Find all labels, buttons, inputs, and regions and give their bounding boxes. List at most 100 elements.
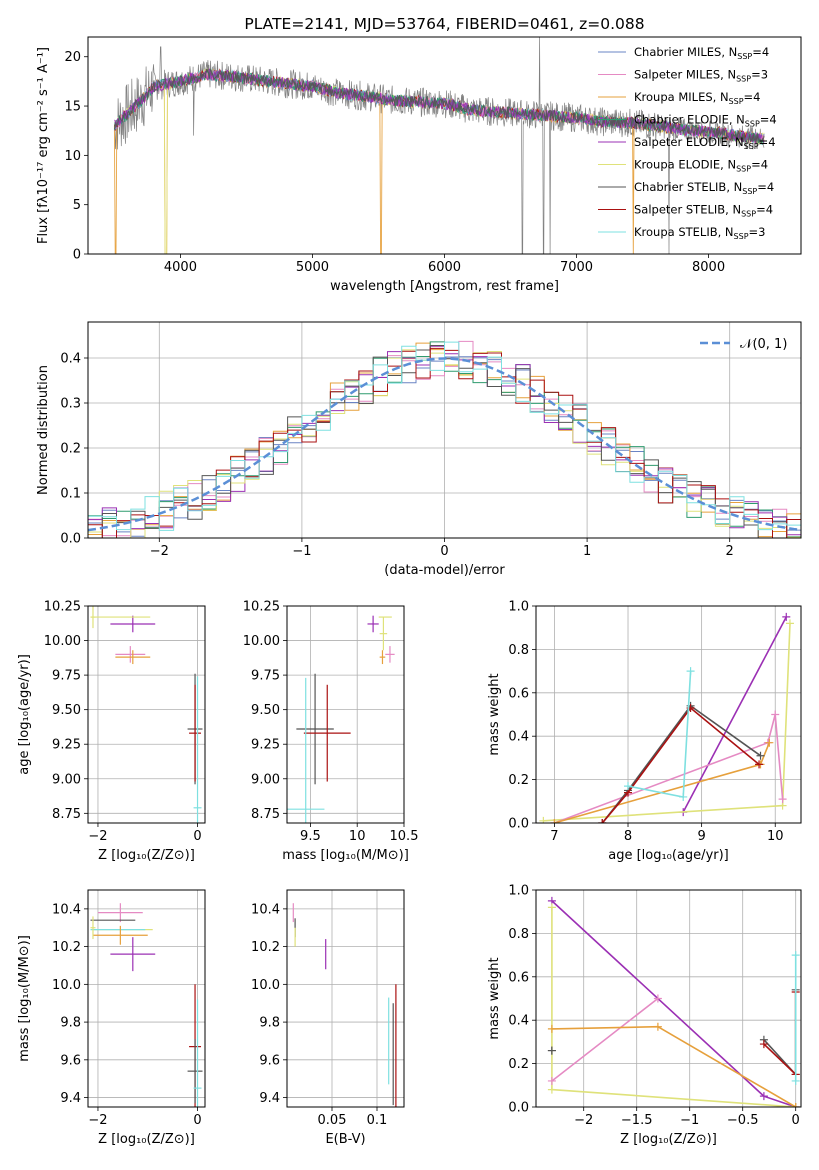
- x-tick-label: 8000: [692, 260, 725, 275]
- legend-label: Chabrier ELODIE, NSSP=4: [634, 113, 777, 129]
- x-tick-label: 0.1: [367, 1113, 388, 1128]
- legend-label: Salpeter ELODIE, NSSP=4: [634, 135, 776, 151]
- weight-marker: [771, 710, 780, 719]
- errorbar-point: [385, 646, 395, 663]
- errorbar-point: [379, 650, 386, 665]
- y-axis-label: mass weight: [487, 957, 502, 1039]
- y-axis-label: Normed distribution: [36, 365, 51, 495]
- weight-line: [551, 907, 796, 1107]
- y-tick-label: 10: [64, 149, 81, 164]
- y-tick-label: 9.50: [251, 703, 280, 718]
- y-tick-label: 9.8: [259, 1016, 280, 1031]
- y-tick-label: 10.25: [44, 600, 81, 615]
- errorbar-point: [296, 673, 334, 785]
- x-tick-label: −2: [150, 544, 169, 559]
- x-tick-label: 1: [583, 544, 591, 559]
- errorbar-points: [90, 606, 203, 823]
- errorbar-point: [303, 684, 351, 782]
- x-tick-label: −2: [574, 1113, 593, 1128]
- x-axis-label: E(B-V): [325, 1132, 365, 1147]
- y-tick-label: 8.75: [52, 807, 81, 822]
- y-tick-label: 0.4: [60, 352, 81, 367]
- y-tick-label: 0.3: [60, 397, 81, 412]
- x-tick-label: 7000: [560, 260, 593, 275]
- weight-marker: [547, 903, 556, 912]
- y-axis-label: age [log₁₀(age/yr)]: [17, 654, 32, 775]
- x-tick-label: 9.5: [300, 829, 321, 844]
- legend-label: Chabrier MILES, NSSP=4: [634, 45, 769, 61]
- errorbar-point: [379, 617, 388, 651]
- y-tick-label: 15: [64, 100, 81, 115]
- weight-line: [601, 706, 760, 823]
- x-tick-label: 0: [792, 1113, 800, 1128]
- normal-distribution-curve: [88, 357, 801, 532]
- y-tick-label: 0.0: [60, 532, 81, 547]
- weight-marker: [756, 751, 765, 760]
- y-tick-label: 20: [64, 50, 81, 65]
- x-tick-label: 0: [193, 1113, 201, 1128]
- weight-line: [763, 992, 797, 1077]
- y-tick-label: 9.75: [251, 669, 280, 684]
- axes-frame: [87, 321, 802, 539]
- errorbar-point: [90, 606, 96, 629]
- y-tick-label: 10.00: [243, 634, 280, 649]
- weight-line: [763, 989, 797, 1077]
- weight-marker: [547, 1085, 556, 1094]
- weight-marker: [791, 1103, 800, 1107]
- errorbar-point: [92, 925, 148, 945]
- y-tick-label: 10.2: [52, 940, 81, 955]
- x-tick-label: 8: [624, 829, 632, 844]
- y-tick-label: 9.4: [60, 1091, 81, 1106]
- y-axis-label: mass [log₁₀(M/M⊙)]: [17, 935, 32, 1062]
- y-tick-label: 0.2: [60, 442, 81, 457]
- y-tick-label: 10.25: [243, 600, 280, 615]
- weight-marker: [539, 816, 548, 823]
- x-tick-label: −0.5: [727, 1113, 759, 1128]
- weight-line: [554, 714, 784, 823]
- x-axis-label: Z [log₁₀(Z/Z⊙)]: [620, 1132, 717, 1147]
- axes-frame: [286, 889, 405, 1108]
- y-tick-label: 0.8: [508, 643, 529, 658]
- errorbar-points: [292, 903, 397, 1107]
- weight-marker: [791, 1076, 800, 1085]
- weight-marker: [765, 738, 774, 747]
- x-axis-label: mass [log₁₀(M/M⊙)]: [282, 848, 409, 863]
- mass-vs-Z-panel: −2 0 9.4 9.6 9.8 10.0 10.2 10.4 Z [log₁₀(Z/Z⊙)] m…: [17, 889, 206, 1147]
- x-tick-label: 5000: [296, 260, 329, 275]
- x-axis-label: Z [log₁₀(Z/Z⊙)]: [98, 1132, 195, 1147]
- x-tick-label: −1: [680, 1113, 699, 1128]
- weight-line: [601, 704, 761, 823]
- chart-title: PLATE=2141, MJD=53764, FIBERID=0461, z=0…: [244, 15, 644, 33]
- errorbar-point: [110, 937, 156, 972]
- weight-marker: [686, 667, 695, 676]
- legend-label: Salpeter STELIB, NSSP=4: [634, 203, 773, 219]
- errorbar-points: [287, 615, 395, 823]
- y-axis-label: Flux [fλ10⁻¹⁷ erg cm⁻² s⁻¹ A⁻¹]: [36, 47, 51, 244]
- y-tick-label: 0.2: [508, 1057, 529, 1072]
- age-vs-Z-panel: −2 0 8.75 9.00 9.25 9.50 9.75 10.00 10.25 Z [log₁…: [17, 600, 206, 863]
- x-tick-label: 7: [550, 829, 558, 844]
- x-tick-label: 0.05: [318, 1113, 347, 1128]
- x-axis-label: age [log₁₀(age/yr)]: [608, 848, 729, 863]
- weight-marker: [791, 951, 800, 960]
- x-tick-label: 0: [193, 829, 201, 844]
- y-tick-label: 8.75: [251, 807, 280, 822]
- legend-label: Kroupa ELODIE, NSSP=4: [634, 158, 768, 174]
- y-tick-label: 0.0: [508, 1101, 529, 1116]
- weight-marker: [624, 782, 633, 791]
- y-tick-label: 9.75: [52, 669, 81, 684]
- axes-frame: [535, 605, 802, 824]
- errorbar-point: [189, 684, 202, 782]
- age-vs-mass-panel: 9.5 10 10.5 8.75 9.00 9.25 9.50 9.75 10.00 10.25 m…: [243, 600, 419, 864]
- y-tick-label: 9.6: [60, 1053, 81, 1068]
- weight-line: [551, 997, 659, 1082]
- weight-marker: [755, 760, 764, 769]
- y-tick-label: 0.6: [508, 970, 529, 985]
- y-tick-label: 0.2: [508, 773, 529, 788]
- y-tick-label: 1.0: [508, 600, 529, 615]
- axes-frame: [87, 889, 206, 1108]
- x-tick-label: 2: [726, 544, 734, 559]
- x-tick-label: 0: [440, 544, 448, 559]
- x-tick-label: 6000: [428, 260, 461, 275]
- errorbar-points: [90, 903, 203, 1107]
